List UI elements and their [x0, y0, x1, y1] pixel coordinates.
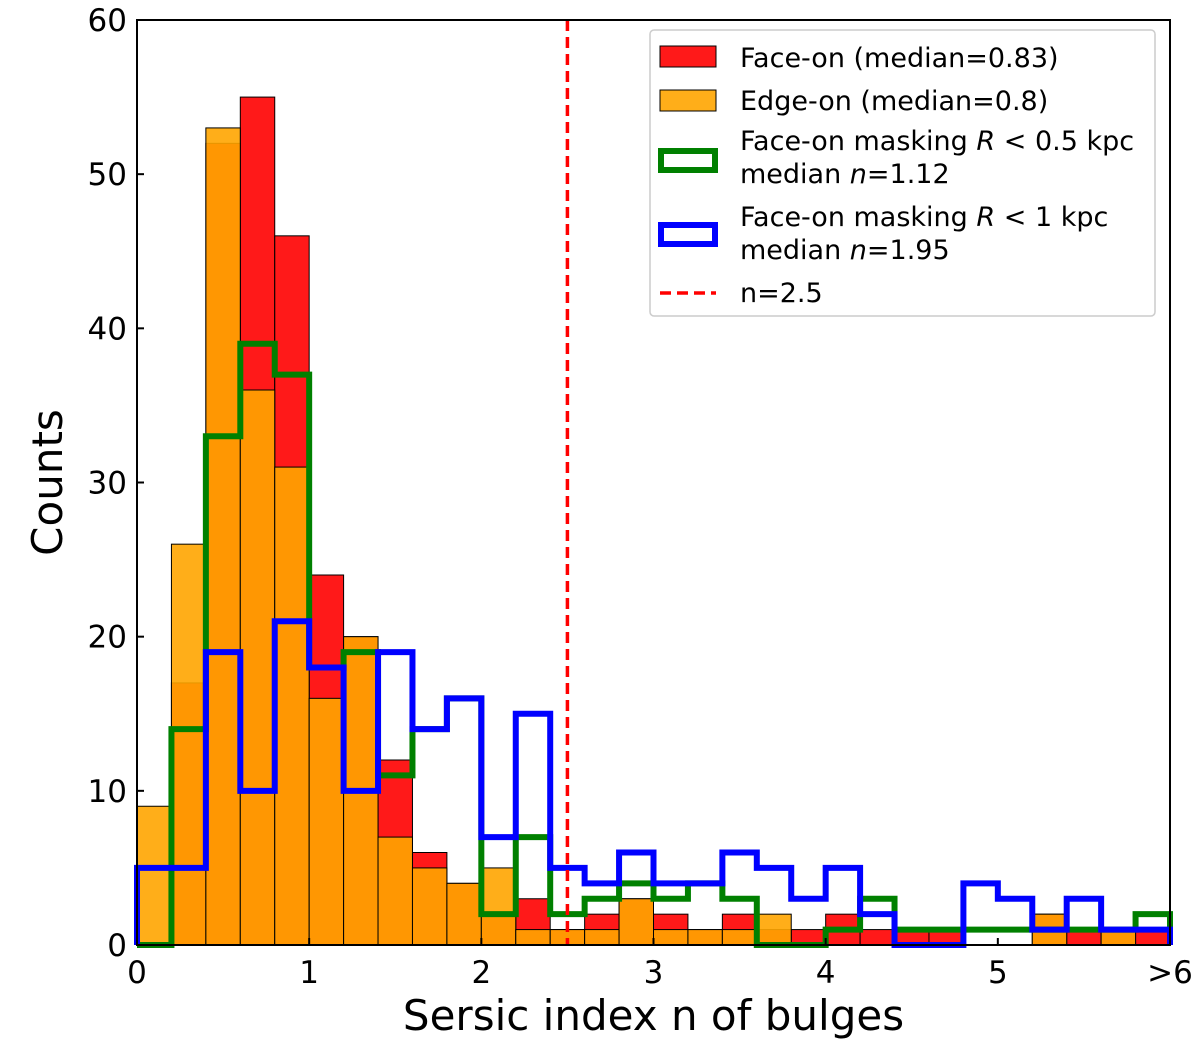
y-tick-label-4: 40 [88, 311, 127, 347]
bar-edge-on-18 [756, 913, 792, 946]
y-tick-label-6: 60 [88, 3, 127, 39]
bar-edge-on-16 [687, 929, 723, 946]
bar-edge-on-13 [584, 929, 620, 946]
legend-label-mask-1kpc-line1: Face-on masking R < 1 kpc [740, 202, 1108, 233]
y-tick-label-5: 50 [88, 157, 127, 193]
legend-label-edge-on: Edge-on (median=0.8) [740, 86, 1048, 117]
legend-swatch-mask-05kpc [658, 148, 718, 173]
y-tick-label-2: 20 [88, 620, 127, 656]
legend-label-reference-line: n=2.5 [740, 278, 823, 309]
bar-edge-on-8 [411, 867, 448, 946]
bar-edge-on-17 [721, 929, 758, 946]
x-tick-label-2: 2 [471, 955, 491, 991]
y-tick-label-1: 10 [88, 774, 127, 810]
legend-label-mask-05kpc-line2: median n=1.12 [740, 159, 950, 190]
bar-edge-on-5 [308, 697, 345, 946]
legend-label-mask-05kpc-line1: Face-on masking R < 0.5 kpc [740, 126, 1134, 157]
legend-label-face-on: Face-on (median=0.83) [740, 43, 1059, 74]
bar-edge-on-0 [136, 805, 172, 946]
bar-edge-on-11 [515, 929, 551, 946]
x-axis-title: Sersic index n of bulges [403, 991, 904, 1040]
legend-swatch-edge-on [659, 89, 717, 112]
legend-swatch-mask-1kpc [658, 222, 718, 247]
legend-box [649, 29, 1156, 317]
bar-edge-on-10 [480, 867, 517, 946]
legend-swatch-face-on [659, 45, 717, 68]
bar-edge-on-15 [653, 929, 689, 946]
legend-label-mask-1kpc-line2: median n=1.95 [740, 235, 950, 266]
x-tick-label-6: >6 [1147, 955, 1193, 991]
bars-layer [136, 96, 1171, 946]
bar-edge-on-9 [446, 882, 482, 946]
step-mask-1kpc [134, 618, 1173, 948]
bar-edge-on-4 [274, 466, 310, 946]
bar-edge-on-7 [377, 836, 413, 946]
x-tick-label-5: 5 [988, 955, 1008, 991]
bar-edge-on-2 [205, 127, 241, 946]
x-tick-label-0: 0 [127, 955, 147, 991]
step-mask-05kpc [137, 340, 1173, 948]
bar-edge-on-1 [170, 543, 207, 946]
y-tick-label-0: 0 [107, 928, 127, 964]
x-tick-label-3: 3 [644, 955, 664, 991]
legend: Face-on (median=0.83) Edge-on (median=0.… [649, 29, 1156, 317]
y-tick-label-3: 30 [88, 466, 127, 502]
bar-edge-on-14 [618, 898, 654, 946]
ticks-layer: 0 1 2 3 4 5 >6 0 10 20 30 40 50 60 [88, 3, 1193, 991]
bar-edge-on-3 [239, 389, 276, 946]
bar-face-on-21 [859, 929, 896, 946]
y-axis-title: Counts [23, 409, 72, 556]
x-tick-label-4: 4 [816, 955, 836, 991]
x-tick-label-1: 1 [299, 955, 319, 991]
steps-layer [134, 340, 1173, 948]
